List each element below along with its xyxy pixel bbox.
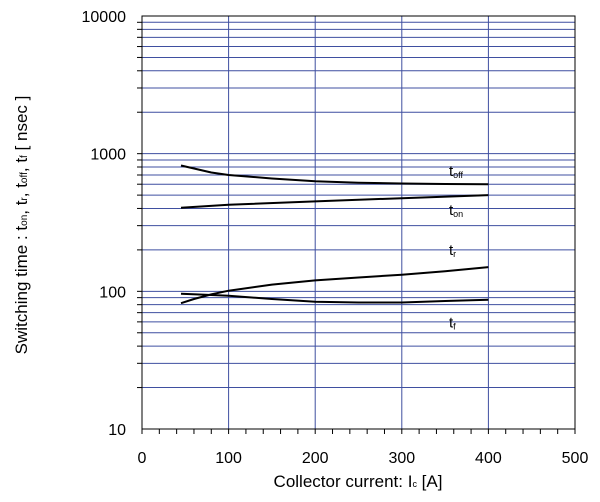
x-tick-label: 500: [562, 450, 589, 467]
x-tick-label: 300: [388, 450, 415, 467]
y-tick-label: 10: [108, 422, 126, 439]
x-tick-label: 200: [302, 450, 329, 467]
x-tick-label: 400: [475, 450, 502, 467]
x-tick-label: 0: [138, 450, 147, 467]
y-tick-label: 100: [99, 284, 126, 301]
x-tick-label: 100: [215, 450, 242, 467]
y-tick-label: 1000: [90, 147, 126, 164]
x-axis-title: Collector current: Ic [A]: [274, 472, 443, 491]
y-tick-label: 10000: [82, 9, 127, 26]
